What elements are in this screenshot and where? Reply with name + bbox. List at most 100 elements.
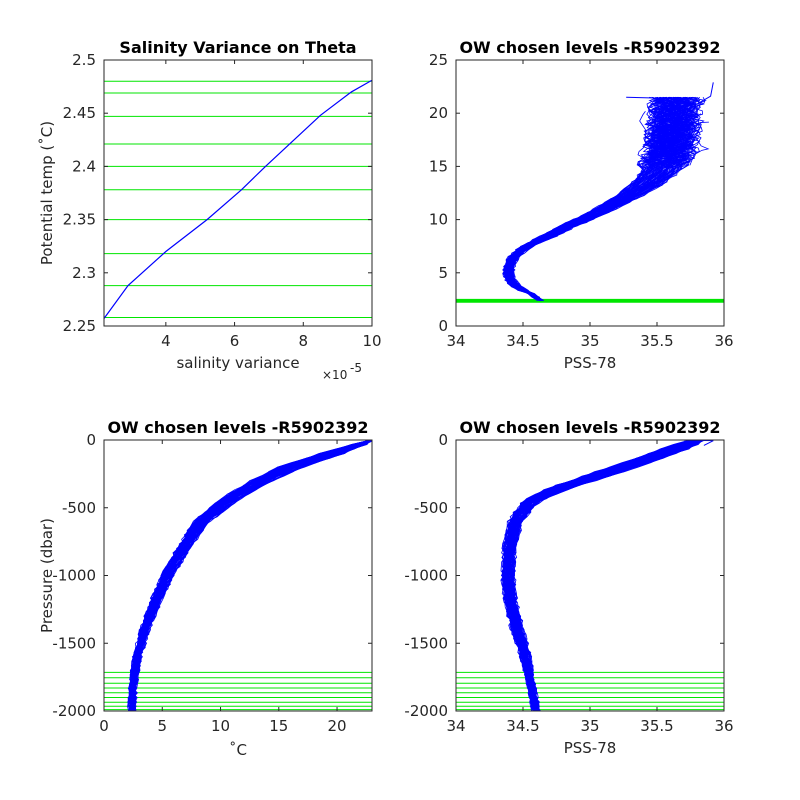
profile-line [507,440,700,711]
profile-line [502,96,665,301]
x-tick-label: 10 [362,332,381,350]
profile-spike [626,96,664,99]
x-axis-label: PSS-78 [564,354,617,372]
profile-line [502,97,668,301]
profile-line [511,440,705,711]
profile-line [505,440,695,711]
y-tick-label: 2.4 [72,157,96,175]
profile-spike [682,128,695,164]
profile-spike [656,110,681,159]
profile-line [508,440,701,711]
profile-line [504,96,665,301]
chart-title: Salinity Variance on Theta [119,38,356,57]
profile-line [511,440,702,711]
profile-spike [668,113,680,159]
x-axis-label: ˚C [229,741,247,759]
profile-spike [680,112,694,166]
x-tick-label: 36 [714,717,733,735]
x-tick-label: 0 [99,717,109,735]
chart-2 [455,59,725,327]
profile-line [509,440,703,711]
x-axis-label: salinity variance [176,354,299,372]
chart-title: OW chosen levels -R5902392 [107,418,368,437]
profile-line [503,96,667,301]
profile-line [507,440,699,711]
profile-line [505,96,671,301]
y-tick-label: -1500 [52,634,96,652]
x-tick-label: 4 [161,332,171,350]
plot-area [104,79,372,319]
x-axis-label: PSS-78 [564,739,617,757]
profile-line [509,440,704,711]
profile-line [507,440,698,711]
y-tick-label: -2000 [404,702,448,720]
profile-line [509,440,701,711]
x-tick-label: 15 [269,717,288,735]
profile-line [509,440,705,711]
profile-line [132,440,372,711]
profile-line [507,440,702,711]
plot-area [456,82,724,303]
profile-line [503,97,673,301]
profile-line [133,440,371,711]
profile-spike [639,111,653,160]
x-exponent-label: ×10 [322,368,347,382]
y-axis-label: Potential temp (˚C) [38,121,56,265]
x-tick-label: 20 [327,717,346,735]
axes-frame [103,439,373,712]
profile-line [507,440,699,711]
profile-spike [651,119,670,160]
chart-title: OW chosen levels -R5902392 [459,38,720,57]
y-tick-label: 2.5 [72,51,96,69]
x-tick-label: 5 [157,717,167,735]
profile-line [506,440,696,711]
profile-line [504,97,673,301]
profile-spike [661,112,672,146]
profile-line [510,440,702,711]
profile-line [132,440,371,711]
x-tick-label: 35 [580,717,599,735]
profile-spike [686,82,714,111]
profile-line [509,440,705,711]
plot-area [456,440,724,711]
profile-line [508,440,702,711]
profile-line [503,440,693,711]
x-exponent: -5 [350,361,362,375]
x-tick-label: 34.5 [506,332,539,350]
x-tick-label: 34 [446,717,465,735]
y-tick-label: 2.45 [63,104,96,122]
y-tick-label: -1000 [52,567,96,585]
profile-line [504,440,697,711]
chart-4 [455,439,725,712]
y-tick-label: -500 [414,499,448,517]
profile-spike [666,102,679,157]
profile-line [502,96,668,301]
axes-frame [103,59,373,327]
profile-line [511,440,702,711]
profile-spike [642,123,656,153]
profile-line [505,440,696,711]
chart-1 [103,59,373,327]
profile-line [506,440,698,711]
y-tick-label: -500 [62,499,96,517]
chart-title: OW chosen levels -R5902392 [459,418,720,437]
profile-line [503,96,667,301]
x-tick-label: 6 [230,332,240,350]
x-tick-label: 10 [211,717,230,735]
y-tick-label: 2.25 [63,317,96,335]
profile-spike [672,115,684,156]
profile-spike [684,121,709,149]
profile-line [505,440,699,711]
profile-spike [647,106,663,149]
profile-line [507,440,703,711]
profile-spike [653,106,668,155]
y-tick-label: 2.3 [72,264,96,282]
profile-line [505,440,700,711]
profile-line [506,440,698,711]
profile-line [510,440,701,711]
series-line-1 [104,79,372,319]
profile-spike [660,131,681,163]
profile-spike [685,113,700,147]
y-tick-label: 0 [438,431,448,449]
